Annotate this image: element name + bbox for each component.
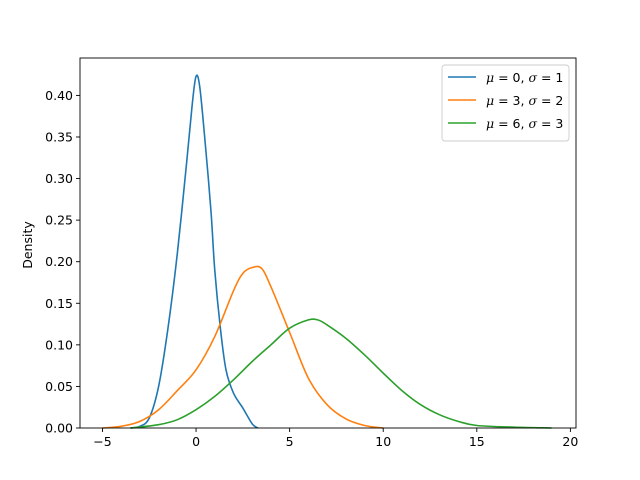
series-line-1 xyxy=(130,74,259,429)
legend-box xyxy=(441,64,570,142)
legend-entry-3: μ = 6, σ = 3 xyxy=(486,116,563,131)
x-tick-label: 5 xyxy=(286,434,294,449)
y-tick-label: 0.05 xyxy=(45,379,73,394)
legend-entry-2: μ = 3, σ = 2 xyxy=(486,93,563,108)
series-line-2 xyxy=(102,265,384,429)
y-tick-label: 0.15 xyxy=(45,296,73,311)
series-layer xyxy=(102,74,552,429)
legend: μ = 0, σ = 1 μ = 3, σ = 2 μ = 6, σ = 3 xyxy=(441,64,570,142)
x-tick-label: 0 xyxy=(192,434,200,449)
y-tick-label: 0.20 xyxy=(45,254,73,269)
y-axis-label: Density xyxy=(20,221,35,269)
x-tick-label: 15 xyxy=(469,434,485,449)
y-tick-label: 0.25 xyxy=(45,213,73,228)
x-tick-label: 10 xyxy=(375,434,391,449)
y-tick-label: 0.30 xyxy=(45,171,73,186)
x-tick-label: −5 xyxy=(93,434,111,449)
axes-frame xyxy=(79,57,577,429)
y-tick-label: 0.35 xyxy=(45,129,73,144)
x-tick-label: 20 xyxy=(562,434,578,449)
y-tick-label: 0.10 xyxy=(45,337,73,352)
legend-entry-1: μ = 0, σ = 1 xyxy=(486,70,563,85)
y-tick-label: 0.40 xyxy=(45,88,73,103)
axes-layer: −5 0 5 10 15 20 0.00 0.05 0.10 0.15 0.20 0.25 0.30 0.… xyxy=(45,57,578,449)
series-line-3 xyxy=(130,318,552,429)
y-tick-label: 0.00 xyxy=(45,421,73,436)
